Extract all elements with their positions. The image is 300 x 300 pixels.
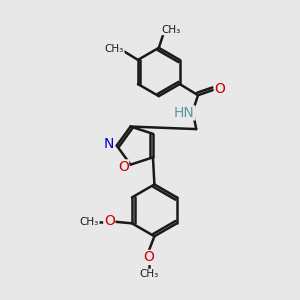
- Text: N: N: [103, 137, 114, 151]
- Text: HN: HN: [174, 106, 195, 120]
- Text: CH₃: CH₃: [80, 217, 99, 226]
- Text: CH₃: CH₃: [161, 25, 180, 34]
- Text: CH₃: CH₃: [105, 44, 124, 54]
- Text: O: O: [214, 82, 225, 96]
- Text: O: O: [143, 250, 154, 265]
- Text: CH₃: CH₃: [139, 269, 158, 279]
- Text: O: O: [104, 214, 115, 228]
- Text: O: O: [118, 160, 129, 174]
